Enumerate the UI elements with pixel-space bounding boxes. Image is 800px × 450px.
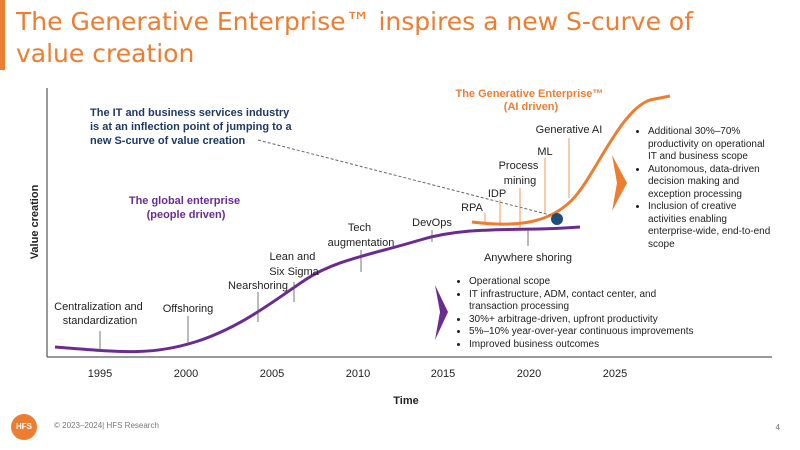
- copyright-footer: © 2023–2024| HFS Research: [54, 421, 159, 430]
- global-enterprise-notes: Operational scope IT infrastructure, ADM…: [457, 276, 702, 351]
- title-accent-bar: [0, 0, 5, 70]
- milestone-lean-six-sigma: Lean and Six Sigma: [269, 251, 319, 278]
- note-item: 30%+ arbitrage-driven, upfront productiv…: [469, 314, 702, 327]
- milestone-generative-ai: Generative AI: [536, 124, 603, 136]
- milestone-centralization: Centralization and standardization: [54, 301, 146, 327]
- milestone-devops: DevOps: [412, 217, 452, 229]
- x-tick-label: 2015: [431, 368, 455, 380]
- x-tick-label: 2000: [174, 368, 198, 380]
- global-enterprise-curve: [54, 225, 581, 354]
- purple-chevron-icon: [435, 285, 448, 340]
- hfs-logo: HFS: [11, 414, 37, 440]
- milestone-nearshoring: Nearshoring: [228, 280, 288, 292]
- generative-enterprise-notes: Additional 30%–70% productivity on opera…: [636, 126, 776, 251]
- note-item: Additional 30%–70% productivity on opera…: [648, 126, 776, 164]
- x-tick-label: 2020: [517, 368, 541, 380]
- page-number: 4: [775, 423, 780, 432]
- milestone-rpa: RPA: [461, 202, 483, 214]
- milestone-anywhere-shoring: Anywhere shoring: [484, 252, 572, 264]
- inflection-point-dot: [551, 213, 563, 225]
- x-tick-label: 2005: [260, 368, 284, 380]
- generative-enterprise-curve: [471, 94, 671, 226]
- milestone-process-mining: Process mining: [499, 160, 542, 187]
- milestone-tech-augmentation: Tech augmentation: [328, 222, 395, 249]
- milestone-ticks: [99, 230, 529, 351]
- note-item: Operational scope: [469, 276, 702, 289]
- note-item: IT infrastructure, ADM, contact center, …: [469, 289, 702, 314]
- note-item: Inclusion of creative activities enablin…: [648, 201, 776, 251]
- note-item: 5%–10% year-over-year continuous improve…: [469, 326, 702, 339]
- inflection-callout: The IT and business services industry is…: [90, 107, 295, 147]
- x-tick-label: 1995: [88, 368, 112, 380]
- inflection-pointer: [257, 139, 551, 216]
- x-tick-labels: 1995 2000 2005 2010 2015 2020 2025: [88, 368, 627, 380]
- orange-chevron-icon: [612, 155, 627, 211]
- note-item: Autonomous, data-driven decision making …: [648, 164, 776, 202]
- generative-enterprise-label: The Generative Enterprise™ (AI driven): [455, 88, 606, 113]
- milestone-idp: IDP: [488, 188, 506, 200]
- ai-milestone-ticks: [484, 138, 570, 228]
- y-axis-label: Value creation: [29, 184, 41, 259]
- note-item: Improved business outcomes: [469, 339, 702, 352]
- x-tick-label: 2025: [603, 368, 627, 380]
- x-tick-label: 2010: [346, 368, 370, 380]
- page-title: The Generative Enterprise™ inspires a ne…: [16, 7, 694, 68]
- milestone-ml: ML: [537, 146, 552, 158]
- milestone-offshoring: Offshoring: [163, 303, 214, 315]
- x-axis-label: Time: [393, 395, 418, 407]
- global-enterprise-label: The global enterprise (people driven): [129, 195, 243, 221]
